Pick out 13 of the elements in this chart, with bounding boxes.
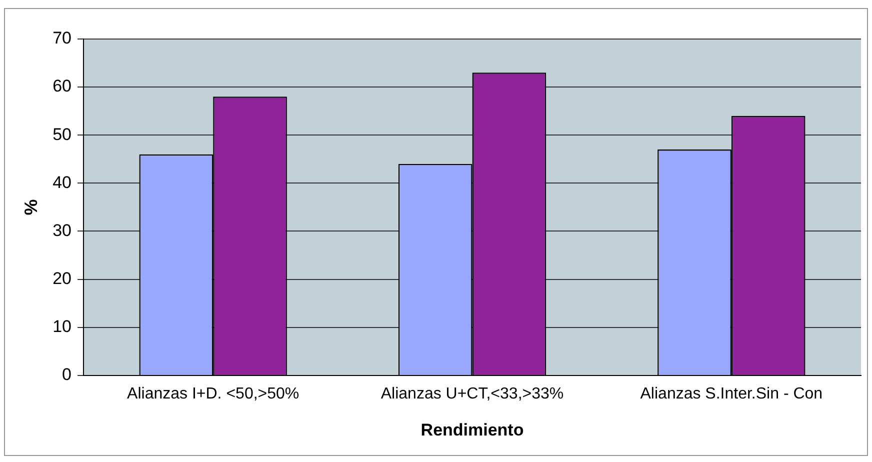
y-tick-label: 20 <box>52 268 72 288</box>
y-tick-label: 10 <box>52 317 72 336</box>
y-tick-label: 70 <box>52 28 72 48</box>
x-tick-label: Alianzas I+D. <50,>50% <box>127 385 300 402</box>
x-tick-label: Alianzas U+CT,<33,>33% <box>380 385 564 402</box>
y-tick-label: 0 <box>62 365 72 384</box>
y-tick-label: 40 <box>52 172 72 192</box>
y-tick-label: 30 <box>52 220 72 240</box>
x-tick-label: Alianzas S.Inter.Sin - Con <box>640 385 823 402</box>
y-axis-title: % <box>20 199 41 216</box>
y-tick-label: 50 <box>52 124 72 144</box>
y-tick-label: 60 <box>52 76 72 96</box>
x-axis-title: Rendimiento <box>420 420 524 440</box>
